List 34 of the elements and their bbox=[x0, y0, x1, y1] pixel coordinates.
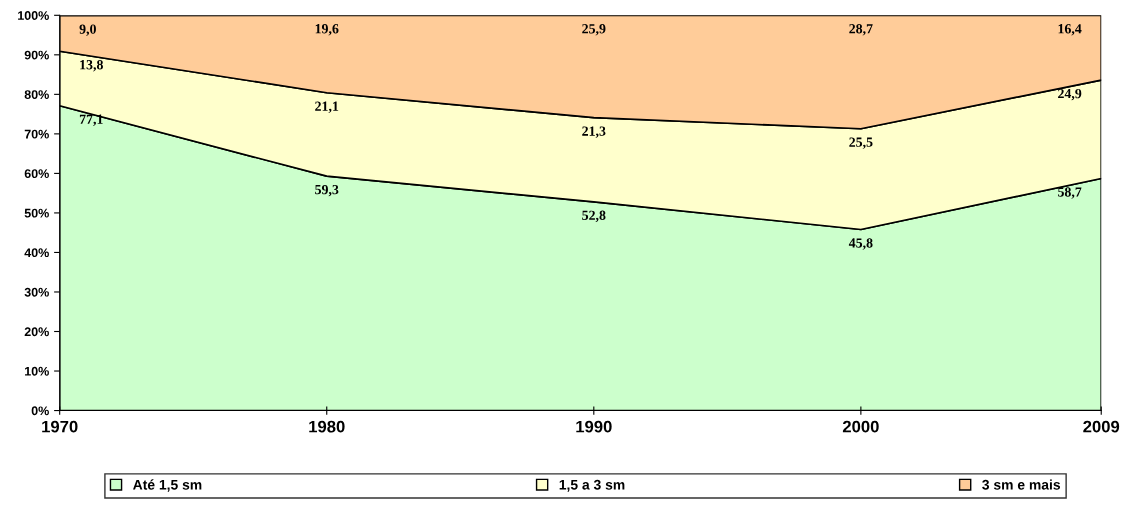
x-tick-label: 2009 bbox=[1083, 420, 1120, 433]
y-tick-label: 80% bbox=[24, 90, 49, 99]
y-tick-label: 20% bbox=[24, 327, 49, 337]
x-tick-label: 1980 bbox=[309, 420, 345, 433]
y-tick-label: 100% bbox=[18, 11, 49, 20]
y-tick-label: 10% bbox=[25, 366, 49, 376]
y-tick-label: 50% bbox=[24, 208, 49, 218]
y-tick-label: 70% bbox=[24, 129, 49, 139]
y-tick-label: 40% bbox=[24, 248, 49, 258]
y-tick-label: 30% bbox=[24, 287, 49, 297]
y-tick-label: 90% bbox=[24, 50, 49, 60]
data-label: 77,1 bbox=[79, 114, 103, 126]
data-label: 58,7 bbox=[1058, 187, 1082, 199]
data-label: 45,8 bbox=[848, 238, 873, 250]
data-label: 19,6 bbox=[315, 24, 339, 36]
data-label: 52,8 bbox=[582, 210, 606, 222]
data-label: 16,4 bbox=[1058, 24, 1082, 36]
data-label: 9,0 bbox=[79, 24, 96, 36]
x-tick-label: 1990 bbox=[576, 420, 612, 433]
legend-label: 1,5 a 3 sm bbox=[559, 479, 625, 492]
y-tick-label: 60% bbox=[24, 169, 49, 179]
legend-label: 3 sm e mais bbox=[982, 479, 1061, 490]
y-tick-label: 0% bbox=[31, 406, 49, 416]
data-label: 25,5 bbox=[849, 137, 873, 149]
data-label: 59,3 bbox=[315, 184, 339, 197]
legend-label: Até 1,5 sm bbox=[133, 479, 202, 492]
data-label: 13,8 bbox=[80, 60, 103, 72]
data-label: 28,7 bbox=[849, 24, 873, 36]
x-tick-label: 1970 bbox=[42, 420, 78, 433]
data-label: 21,3 bbox=[582, 126, 606, 138]
data-label: 21,1 bbox=[315, 101, 339, 113]
data-label: 25,9 bbox=[582, 24, 606, 36]
x-tick-label: 2000 bbox=[842, 420, 879, 433]
data-label: 24,9 bbox=[1058, 88, 1082, 101]
